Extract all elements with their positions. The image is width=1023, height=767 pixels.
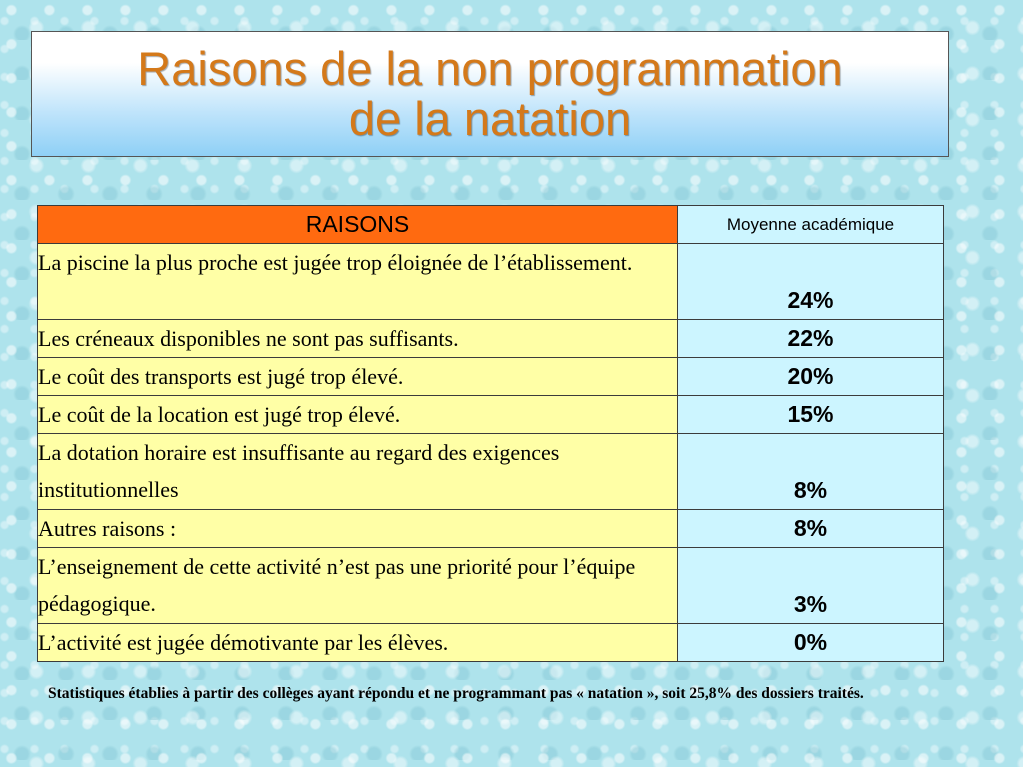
reason-cell: L’activité est jugée démotivante par les… bbox=[37, 623, 678, 662]
reason-cell: Le coût de la location est jugé trop éle… bbox=[37, 395, 678, 434]
table-row: Les créneaux disponibles ne sont pas suf… bbox=[37, 319, 944, 358]
header-reasons: RAISONS bbox=[37, 205, 678, 244]
table-row: Le coût de la location est jugé trop éle… bbox=[37, 395, 944, 434]
table-row: Le coût des transports est jugé trop éle… bbox=[37, 357, 944, 396]
reason-cell: Autres raisons : bbox=[37, 509, 678, 548]
reason-cell: Les créneaux disponibles ne sont pas suf… bbox=[37, 319, 678, 358]
table-row: L’activité est jugée démotivante par les… bbox=[37, 623, 944, 662]
value-cell: 15% bbox=[677, 395, 944, 434]
table-row: Autres raisons : 8% bbox=[37, 509, 944, 548]
title-box: Raisons de la non programmation de la na… bbox=[31, 31, 949, 157]
reasons-table: RAISONS Moyenne académique La piscine la… bbox=[37, 205, 944, 662]
table-header-row: RAISONS Moyenne académique bbox=[37, 205, 944, 244]
page-title-line-1: Raisons de la non programmation bbox=[137, 42, 843, 95]
value-cell: 8% bbox=[677, 433, 944, 510]
table-row: L’enseignement de cette activité n’est p… bbox=[37, 547, 944, 624]
reason-cell: Le coût des transports est jugé trop éle… bbox=[37, 357, 678, 396]
page-title-line-2: de la natation bbox=[348, 92, 632, 145]
reason-cell: La piscine la plus proche est jugée trop… bbox=[37, 243, 678, 320]
value-cell: 0% bbox=[677, 623, 944, 662]
value-cell: 24% bbox=[677, 243, 944, 320]
reason-cell: L’enseignement de cette activité n’est p… bbox=[37, 547, 678, 624]
value-cell: 8% bbox=[677, 509, 944, 548]
footnote: Statistiques établies à partir des collè… bbox=[48, 685, 864, 702]
table-row: La piscine la plus proche est jugée trop… bbox=[37, 243, 944, 320]
table-row: La dotation horaire est insuffisante au … bbox=[37, 433, 944, 510]
header-average: Moyenne académique bbox=[677, 205, 944, 244]
reason-cell: La dotation horaire est insuffisante au … bbox=[37, 433, 678, 510]
value-cell: 3% bbox=[677, 547, 944, 624]
value-cell: 20% bbox=[677, 357, 944, 396]
value-cell: 22% bbox=[677, 319, 944, 358]
